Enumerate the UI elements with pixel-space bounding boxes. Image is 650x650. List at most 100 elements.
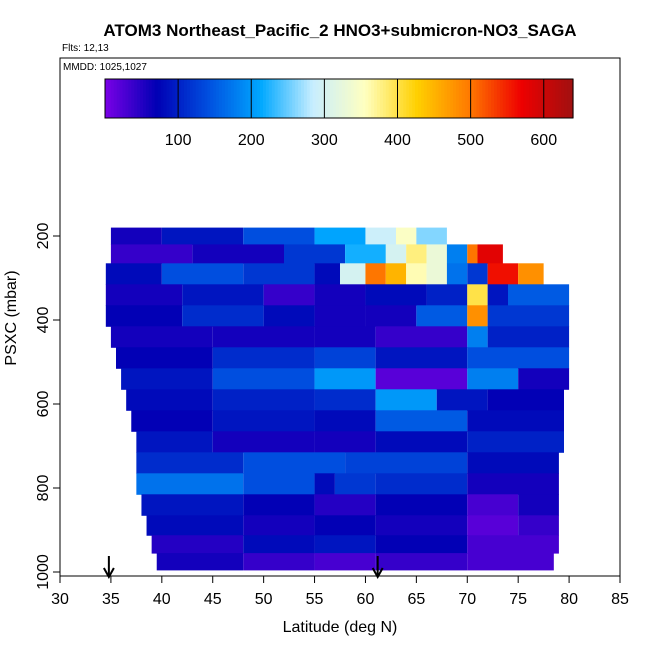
colorbar-swatch <box>333 79 337 118</box>
heatmap-cell <box>375 535 468 554</box>
colorbar-swatch <box>110 79 115 118</box>
colorbar-swatch <box>356 79 361 118</box>
heatmap-cell <box>426 284 468 306</box>
colorbar-swatch <box>222 79 226 118</box>
colorbar-swatch <box>488 79 492 118</box>
heatmap-cell <box>385 244 407 264</box>
heatmap-cell <box>375 431 468 453</box>
colorbar-swatch <box>198 79 203 118</box>
colorbar-swatch <box>210 79 214 118</box>
colorbar-swatch <box>403 79 407 118</box>
colorbar-swatch <box>119 79 124 118</box>
colorbar-swatch <box>491 79 495 118</box>
colorbar-swatch <box>295 79 299 118</box>
colorbar-swatch <box>561 79 565 118</box>
colorbar-swatch <box>558 79 562 118</box>
colorbar-swatch <box>216 79 220 118</box>
colorbar-swatch <box>523 79 527 118</box>
colorbar-swatch <box>341 79 346 118</box>
colorbar-swatch <box>514 79 519 118</box>
colorbar-swatch <box>359 79 363 118</box>
colorbar-swatch <box>473 79 478 118</box>
heatmap-cell <box>365 284 427 306</box>
heatmap-cell <box>212 347 315 369</box>
colorbar-tick-label: 300 <box>311 132 338 149</box>
x-tick-label: 40 <box>153 591 171 608</box>
x-tick-label: 65 <box>407 591 425 608</box>
colorbar-swatch <box>105 79 109 118</box>
colorbar-swatch <box>134 79 138 118</box>
heatmap-cell <box>212 410 315 432</box>
colorbar-swatch <box>242 79 246 118</box>
x-axis: 30 35 40 45 50 55 60 65 70 75 80 85 <box>51 576 629 608</box>
y-tick-label: 800 <box>35 475 52 502</box>
x-axis-label: Latitude (deg N) <box>283 619 398 636</box>
heatmap-cell <box>467 452 559 474</box>
colorbar-swatch <box>277 79 282 118</box>
heatmap-cell <box>121 368 213 390</box>
colorbar-swatch <box>195 79 200 118</box>
colorbar-swatch <box>227 79 232 118</box>
heatmap-cell <box>116 347 213 369</box>
colorbar-swatch <box>327 79 331 118</box>
y-axis-label: PSXC (mbar) <box>3 270 20 365</box>
colorbar-swatch <box>286 79 290 118</box>
colorbar-swatch <box>400 79 404 118</box>
colorbar-swatch <box>438 79 442 118</box>
heatmap-cell <box>446 244 468 264</box>
heatmap-cell <box>375 326 468 348</box>
heatmap-cell <box>518 515 559 536</box>
colorbar-swatch <box>502 79 507 118</box>
colorbar-swatch <box>300 79 305 118</box>
colorbar-frame <box>104 78 574 119</box>
heatmap-cell <box>508 284 570 306</box>
colorbar-swatch <box>189 79 194 118</box>
colorbar-swatch <box>245 79 249 118</box>
colorbar-swatch <box>157 79 162 118</box>
heatmap-cell <box>243 473 315 495</box>
colorbar-swatch <box>254 79 258 118</box>
heatmap-cell <box>243 263 315 285</box>
colorbar-swatch <box>283 79 287 118</box>
colorbar-swatch <box>178 79 182 118</box>
heatmap-cell <box>314 389 376 411</box>
heatmap-cell <box>426 244 447 264</box>
x-tick-label: 75 <box>509 591 527 608</box>
x-tick-label: 30 <box>51 591 69 608</box>
colorbar-swatch <box>192 79 197 118</box>
flight-arrows <box>102 556 384 580</box>
heatmap-cell <box>416 227 447 245</box>
colorbar-swatch <box>362 79 366 118</box>
colorbar-swatch <box>271 79 276 118</box>
y-tick-label: 400 <box>35 307 52 334</box>
heatmap-cell <box>467 473 559 495</box>
colorbar-swatch <box>213 79 217 118</box>
heatmap-cell <box>375 473 468 495</box>
heatmap-cell <box>467 347 570 369</box>
heatmap-cell <box>212 326 315 348</box>
colorbar-swatch <box>377 79 381 118</box>
colorbar-swatch <box>534 79 539 118</box>
heatmap-cell <box>375 494 468 516</box>
colorbar-swatch <box>201 79 206 118</box>
plot-frame <box>59 57 621 577</box>
colorbar-swatch <box>122 79 127 118</box>
colorbar-swatch <box>385 79 390 118</box>
flights-label: Flts: 12,13 <box>62 43 109 54</box>
heatmap-cell <box>146 515 244 536</box>
colorbar-swatch <box>298 79 302 118</box>
colorbar-swatch <box>204 79 208 118</box>
colorbar-swatch <box>511 79 516 118</box>
colorbar-swatch <box>137 79 141 118</box>
colorbar-swatch <box>344 79 349 118</box>
x-tick-label: 35 <box>102 591 120 608</box>
colorbar-swatch <box>417 79 422 118</box>
y-axis: 200 400 600 800 1000 <box>35 223 60 590</box>
colorbar-swatch <box>140 79 144 118</box>
heatmap-cell <box>284 244 346 264</box>
colorbar-swatch <box>143 79 147 118</box>
colorbar-swatch <box>482 79 486 118</box>
colorbar-swatch <box>312 79 317 118</box>
colorbar-swatch <box>280 79 285 118</box>
